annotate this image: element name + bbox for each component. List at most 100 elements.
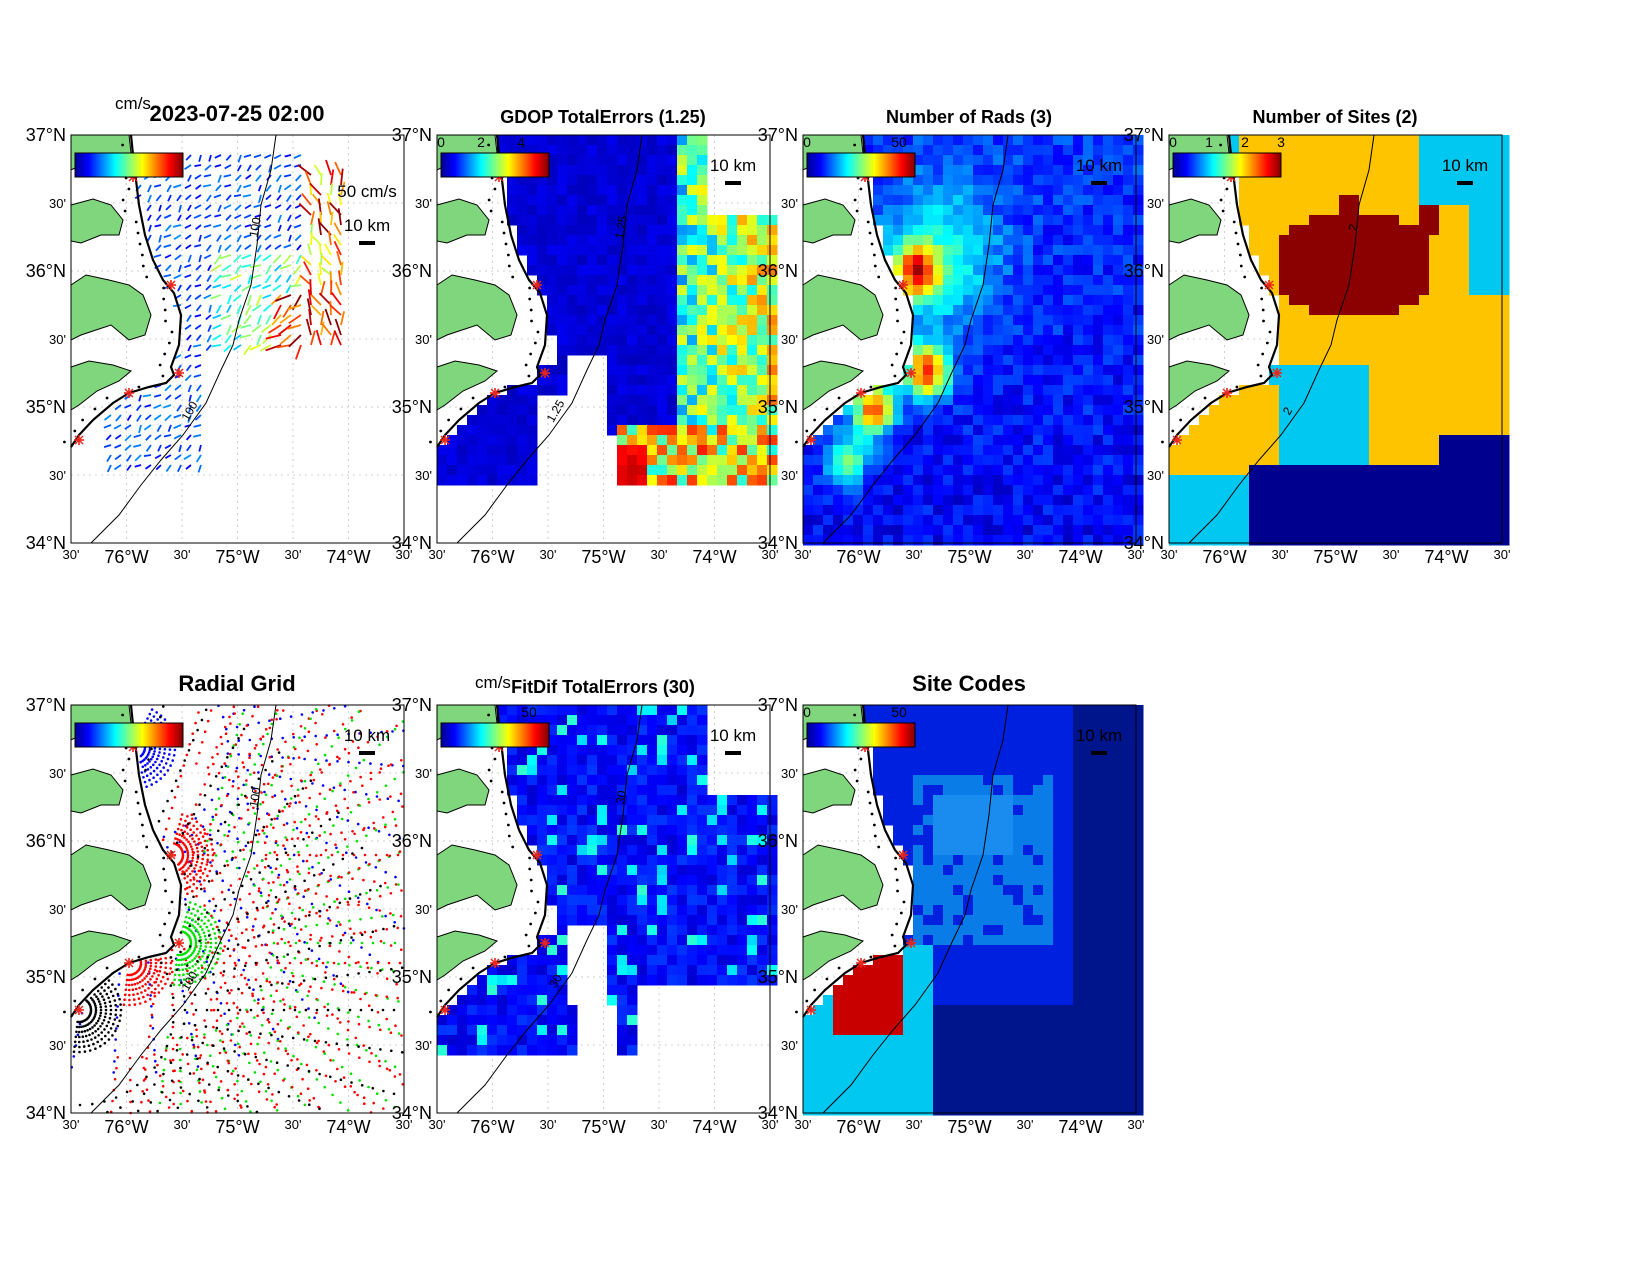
island-dot bbox=[1219, 143, 1223, 147]
data-cell bbox=[953, 375, 964, 386]
radial-grid-point bbox=[237, 920, 240, 924]
current-vector bbox=[214, 164, 222, 168]
site-star-stroke bbox=[124, 388, 134, 398]
data-cell bbox=[617, 175, 628, 186]
data-cell bbox=[1053, 415, 1064, 426]
data-cell bbox=[1043, 475, 1054, 486]
data-cell bbox=[647, 215, 658, 226]
data-cell bbox=[757, 395, 768, 406]
radial-grid-point bbox=[177, 958, 181, 962]
data-cell bbox=[487, 465, 498, 476]
radial-grid-point bbox=[142, 776, 145, 779]
data-cell bbox=[933, 135, 944, 146]
data-cell bbox=[1419, 345, 1430, 356]
data-cell bbox=[1479, 355, 1490, 366]
data-cell bbox=[577, 215, 588, 226]
radial-grid-point bbox=[217, 771, 221, 775]
radial-grid-point bbox=[360, 946, 363, 949]
data-cell bbox=[747, 425, 758, 436]
data-cell bbox=[1269, 255, 1280, 266]
current-vector bbox=[301, 192, 312, 206]
data-cell bbox=[517, 445, 528, 456]
radial-grid-point bbox=[187, 908, 191, 911]
current-vector bbox=[173, 424, 182, 430]
data-cell bbox=[1073, 495, 1084, 506]
data-cell bbox=[537, 275, 548, 286]
radial-grid-point bbox=[193, 957, 196, 960]
data-cell bbox=[1249, 425, 1260, 436]
lon-tick-label: 75°W bbox=[1313, 547, 1357, 567]
data-cell bbox=[1419, 155, 1430, 166]
radial-grid-point bbox=[242, 968, 245, 972]
data-cell bbox=[1499, 425, 1510, 436]
current-vector bbox=[185, 284, 192, 291]
radial-grid-point bbox=[219, 822, 223, 826]
data-cell bbox=[1133, 265, 1144, 276]
data-cell bbox=[627, 285, 638, 296]
data-cell bbox=[1229, 145, 1240, 156]
data-cell bbox=[1349, 225, 1360, 236]
data-cell bbox=[737, 265, 748, 276]
data-cell bbox=[1319, 215, 1330, 226]
data-cell bbox=[1389, 185, 1400, 196]
data-cell bbox=[1369, 165, 1380, 176]
lon-tick-label: 30' bbox=[63, 547, 80, 562]
data-cell bbox=[973, 515, 984, 526]
data-cell bbox=[1249, 195, 1260, 206]
data-cell bbox=[1409, 135, 1420, 146]
data-cell bbox=[1179, 465, 1190, 476]
data-cell bbox=[707, 215, 718, 226]
panel-title: GDOP TotalErrors (1.25) bbox=[500, 107, 705, 127]
data-cell bbox=[1369, 335, 1380, 346]
data-cell bbox=[1289, 355, 1300, 366]
data-cell bbox=[903, 275, 914, 286]
data-cell bbox=[1309, 305, 1320, 316]
data-cell bbox=[853, 515, 864, 526]
data-cell bbox=[883, 395, 894, 406]
radial-grid-point bbox=[341, 984, 345, 987]
island-dot bbox=[439, 429, 443, 433]
data-cell bbox=[627, 215, 638, 226]
current-vector bbox=[309, 182, 322, 196]
data-cell bbox=[1429, 285, 1440, 296]
data-cell bbox=[1439, 345, 1450, 356]
data-cell bbox=[607, 405, 618, 416]
radial-grid-point bbox=[199, 831, 202, 834]
data-cell bbox=[993, 475, 1004, 486]
radial-grid-point bbox=[206, 858, 209, 862]
data-cell bbox=[1389, 355, 1400, 366]
radial-grid-point bbox=[221, 879, 224, 882]
data-cell bbox=[627, 195, 638, 206]
data-cell bbox=[1219, 455, 1230, 466]
data-cell bbox=[923, 425, 934, 436]
data-cell bbox=[1073, 275, 1084, 286]
data-cell bbox=[587, 305, 598, 316]
radial-grid-point bbox=[201, 966, 204, 969]
data-cell bbox=[1113, 135, 1124, 146]
data-cell bbox=[1023, 495, 1034, 506]
data-cell bbox=[1063, 295, 1074, 306]
island-dot bbox=[493, 187, 497, 191]
data-cell bbox=[577, 255, 588, 266]
data-cell bbox=[1329, 475, 1340, 486]
data-cell bbox=[953, 175, 964, 186]
radial-grid-point bbox=[188, 901, 192, 904]
data-cell bbox=[973, 415, 984, 426]
data-cell bbox=[1013, 335, 1024, 346]
data-cell bbox=[1279, 145, 1290, 156]
data-cell bbox=[1033, 485, 1044, 496]
data-cell bbox=[1053, 425, 1064, 436]
current-vector bbox=[153, 404, 162, 409]
radial-grid-point bbox=[292, 974, 295, 978]
data-cell bbox=[1359, 485, 1370, 496]
data-cell bbox=[1349, 465, 1360, 476]
data-cell bbox=[557, 375, 568, 386]
radial-grid-point bbox=[245, 1032, 248, 1035]
data-cell bbox=[697, 155, 708, 166]
data-cell bbox=[923, 465, 934, 476]
data-cell bbox=[893, 235, 904, 246]
radial-grid-point bbox=[194, 864, 198, 867]
data-cell bbox=[813, 505, 824, 516]
data-cell bbox=[1349, 355, 1360, 366]
data-cell bbox=[923, 525, 934, 536]
